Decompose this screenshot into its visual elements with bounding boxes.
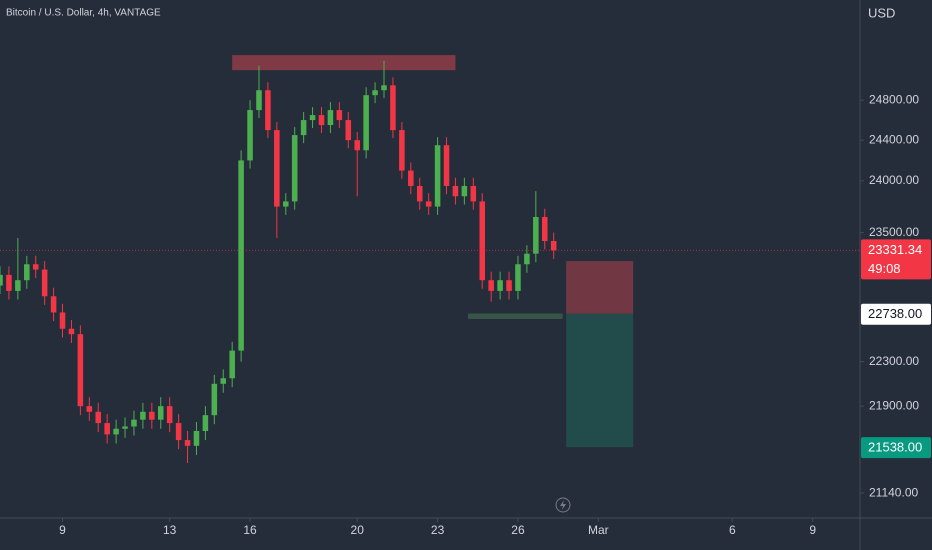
x-tick-label: Mar	[588, 523, 609, 537]
candle-body	[390, 85, 396, 131]
candle-body	[318, 115, 325, 126]
candle-body	[274, 130, 280, 207]
candle-body	[0, 274, 3, 286]
candle-body	[488, 280, 494, 291]
price-tag	[861, 437, 931, 459]
x-tick-label: 16	[243, 523, 257, 537]
replay-icon[interactable]	[555, 497, 571, 513]
candle-body	[50, 296, 57, 313]
candle-body	[140, 411, 146, 420]
candle-body	[541, 216, 548, 242]
candle-body	[336, 110, 343, 121]
candle-body	[95, 411, 102, 424]
candle-body	[265, 90, 271, 131]
candle-body	[175, 423, 182, 441]
candle-body	[184, 440, 191, 446]
price-tag-label: 21538.00	[868, 440, 922, 455]
candle-body	[157, 406, 164, 420]
candle-body	[86, 406, 93, 412]
candle-body	[309, 115, 316, 121]
icon-circle[interactable]	[555, 497, 571, 513]
candle-body	[515, 264, 521, 291]
candle-body	[15, 280, 21, 291]
y-tick-label: 24400.00	[869, 132, 919, 146]
candle-body	[122, 426, 128, 429]
candle-body	[77, 334, 84, 407]
chart-title: Bitcoin / U.S. Dollar, 4h, VANTAGE	[6, 8, 161, 19]
candle-body	[372, 90, 378, 96]
zone	[467, 313, 563, 319]
candle-body	[24, 264, 30, 281]
candle-body	[434, 145, 441, 207]
y-tick-label: 24800.00	[869, 92, 919, 106]
candle-body	[59, 312, 66, 329]
candle-body	[6, 274, 12, 291]
candle-body	[291, 135, 298, 202]
candle-body	[68, 328, 75, 335]
candle-body	[452, 185, 459, 197]
candle-body	[238, 160, 244, 351]
y-tick-label: 24000.00	[869, 173, 919, 187]
price-tag	[861, 239, 931, 280]
y-tick-label: 23500.00	[869, 225, 919, 239]
candle-body	[131, 419, 137, 427]
candle-body	[104, 423, 110, 435]
currency-label: USD	[868, 5, 895, 20]
candle-body	[533, 216, 539, 254]
candle-body	[283, 201, 289, 207]
x-tick-label: 9	[59, 523, 66, 537]
candle-body	[354, 140, 360, 151]
candle-body	[416, 185, 423, 202]
x-tick-label: 13	[163, 523, 177, 537]
y-tick-label: 21140.00	[869, 485, 918, 499]
candle-body	[193, 431, 200, 446]
zone	[566, 313, 634, 448]
y-tick-label: 22300.00	[869, 354, 919, 368]
candle-body	[425, 201, 432, 207]
candle-body	[479, 201, 486, 281]
candle-body	[149, 411, 155, 420]
y-tick-label: 21900.00	[869, 398, 919, 412]
x-tick-label: 26	[511, 523, 525, 537]
candle-body	[202, 415, 209, 432]
candle-body	[220, 378, 227, 384]
candle-body	[363, 95, 369, 151]
candle-body	[247, 110, 253, 161]
candle-body	[399, 130, 405, 171]
candle-body	[345, 120, 352, 141]
candle-body	[41, 269, 48, 297]
price-tag	[861, 303, 931, 325]
candle-body	[550, 241, 557, 251]
countdown: 49:08	[868, 261, 901, 276]
x-tick-label: 9	[809, 523, 816, 537]
candle-body	[32, 264, 39, 270]
candle-body	[461, 185, 468, 197]
candle-body	[497, 280, 503, 291]
icon-bolt[interactable]	[560, 500, 566, 510]
zone	[232, 55, 456, 71]
candle-body	[506, 280, 512, 291]
candle-body	[443, 145, 450, 186]
candle-body	[113, 428, 119, 435]
candle-body	[211, 383, 218, 416]
zone	[566, 261, 634, 314]
x-tick-label: 6	[729, 523, 736, 537]
price-tag-label: 22738.00	[868, 306, 922, 321]
candle-body	[229, 350, 235, 379]
candle-body	[327, 110, 334, 126]
x-tick-label: 23	[431, 523, 445, 537]
price-tag-label: 23331.34	[868, 242, 922, 257]
candle-body	[524, 253, 530, 265]
x-tick-label: 20	[351, 523, 365, 537]
candle-body	[166, 406, 173, 424]
candle-body	[408, 170, 414, 186]
candle-body	[300, 120, 307, 136]
candle-body	[381, 85, 387, 91]
candle-body	[470, 185, 477, 202]
candle-body	[256, 90, 262, 111]
